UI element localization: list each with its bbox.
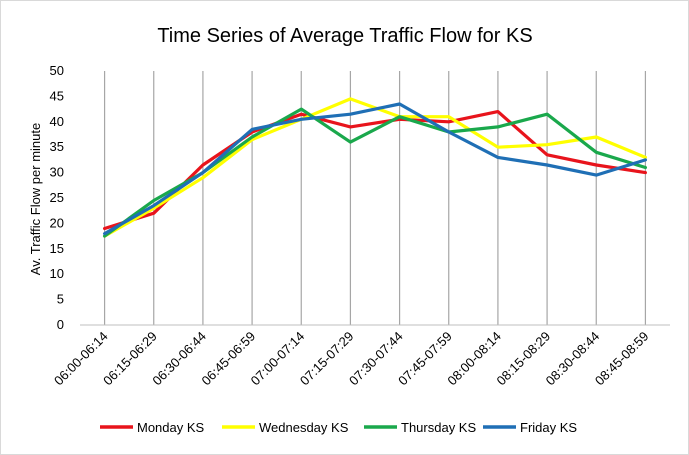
legend-label: Monday KS	[137, 420, 205, 435]
legend: Monday KS Wednesday KS Thursday KS Friday K…	[100, 420, 577, 435]
y-tick-label: 25	[50, 190, 64, 205]
series-layer	[102, 97, 648, 238]
legend-label: Thursday KS	[401, 420, 476, 435]
legend-label: Friday KS	[520, 420, 577, 435]
series-line-monday-ks	[102, 109, 648, 231]
y-tick-label: 50	[50, 63, 64, 78]
y-tick-label: 0	[57, 317, 64, 332]
series-line-friday-ks	[102, 102, 648, 236]
y-tick-label: 35	[50, 139, 64, 154]
chart-title: Time Series of Average Traffic Flow for …	[157, 25, 532, 47]
y-tick-label: 45	[50, 88, 64, 103]
y-tick-label: 10	[50, 266, 64, 281]
y-tick-label: 20	[50, 215, 64, 230]
y-axis-title: Av. Traffic Flow per minute	[28, 123, 43, 275]
y-tick-label: 40	[50, 114, 64, 129]
y-tick-label: 15	[50, 241, 64, 256]
x-tick-label: 08:45-08:59	[592, 329, 652, 389]
legend-label: Wednesday KS	[259, 420, 349, 435]
y-tick-label: 30	[50, 165, 64, 180]
series-line-thursday-ks	[102, 107, 648, 238]
y-tick-label: 5	[57, 292, 64, 307]
